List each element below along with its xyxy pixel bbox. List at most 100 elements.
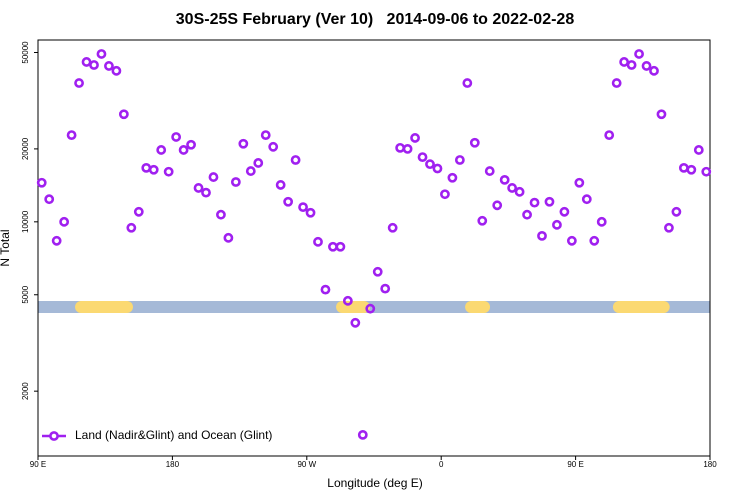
data-point [544, 196, 555, 207]
data-point [268, 141, 279, 152]
data-point [522, 209, 532, 220]
data-point [201, 187, 211, 198]
data-point [51, 235, 62, 246]
data-point [66, 130, 77, 141]
data-point [275, 180, 286, 190]
data-point [44, 194, 55, 205]
data-point [141, 162, 152, 173]
data-point [208, 172, 219, 182]
x-tick-label: 180 [703, 460, 717, 469]
data-point [305, 207, 316, 218]
data-point [283, 196, 294, 207]
land-span [612, 301, 670, 313]
data-point [111, 65, 122, 76]
data-point [133, 206, 144, 217]
data-point [89, 60, 99, 70]
data-point [357, 429, 368, 440]
data-point [335, 241, 346, 252]
data-point [365, 303, 376, 314]
data-point [163, 166, 174, 177]
x-tick-label: 180 [166, 460, 180, 469]
data-point [328, 241, 338, 252]
y-tick-label: 50000 [21, 41, 30, 64]
data-point [260, 130, 271, 141]
y-tick-label: 2000 [21, 382, 30, 400]
legend-label: Land (Nadir&Glint) and Ocean (Glint) [75, 428, 272, 442]
data-point [566, 235, 577, 246]
data-point [626, 60, 637, 70]
data-point [664, 222, 674, 233]
data-point [387, 222, 398, 233]
data-point [477, 215, 488, 226]
data-point [440, 189, 450, 200]
data-point [611, 78, 622, 88]
legend-marker [49, 431, 59, 441]
data-point [552, 219, 562, 230]
data-point [238, 138, 249, 149]
data-point [59, 216, 70, 227]
data-point [178, 145, 189, 155]
data-point [492, 200, 503, 211]
data-point [641, 61, 652, 71]
data-point [380, 283, 391, 294]
data-point [454, 155, 465, 165]
data-point [96, 49, 107, 59]
land-span [75, 301, 133, 313]
data-point [656, 109, 667, 120]
data-point [216, 209, 226, 220]
data-point [507, 183, 518, 193]
data-point [634, 49, 644, 59]
data-point [514, 186, 525, 197]
data-point [417, 152, 428, 162]
data-point [290, 155, 301, 165]
data-point [230, 177, 241, 187]
data-point [537, 230, 547, 241]
data-point [320, 284, 331, 295]
data-point [529, 197, 540, 208]
land-span [465, 301, 491, 313]
data-point [432, 163, 443, 174]
y-tick-label: 5000 [21, 285, 30, 303]
data-point [604, 130, 615, 141]
data-point [402, 143, 413, 154]
data-point [619, 57, 630, 67]
data-point [350, 317, 361, 328]
data-point [671, 206, 682, 217]
data-point [156, 145, 167, 155]
data-point [118, 109, 129, 120]
x-tick-label: 0 [439, 460, 444, 469]
data-point [499, 174, 510, 185]
data-point [372, 266, 383, 277]
data-point [223, 232, 234, 243]
data-point [313, 236, 323, 247]
data-point [596, 216, 607, 227]
data-point [678, 162, 689, 173]
data-point [81, 57, 92, 67]
data-point [74, 78, 84, 88]
data-point [36, 177, 47, 188]
data-point [686, 164, 697, 175]
data-point [104, 61, 114, 71]
y-tick-label: 20000 [21, 137, 30, 160]
data-point [186, 139, 196, 150]
data-point [410, 133, 420, 143]
data-point [253, 158, 264, 168]
data-point [342, 295, 353, 306]
data-point [171, 132, 182, 142]
data-point [469, 137, 480, 148]
data-point [298, 202, 308, 213]
chart-title: 30S-25S February (Ver 10) 2014-09-06 to … [176, 11, 575, 28]
data-point [148, 164, 159, 175]
data-point [245, 166, 256, 176]
y-axis-label: N Total [0, 229, 12, 266]
x-tick-label: 90 E [30, 460, 46, 469]
data-point [559, 206, 570, 217]
data-point [447, 172, 458, 183]
data-point [574, 177, 585, 188]
data-point [425, 159, 435, 170]
land-span [336, 301, 370, 313]
x-tick-label: 90 W [297, 460, 316, 469]
x-axis-label: Longitude (deg E) [327, 476, 422, 490]
plot-frame [37, 39, 711, 457]
